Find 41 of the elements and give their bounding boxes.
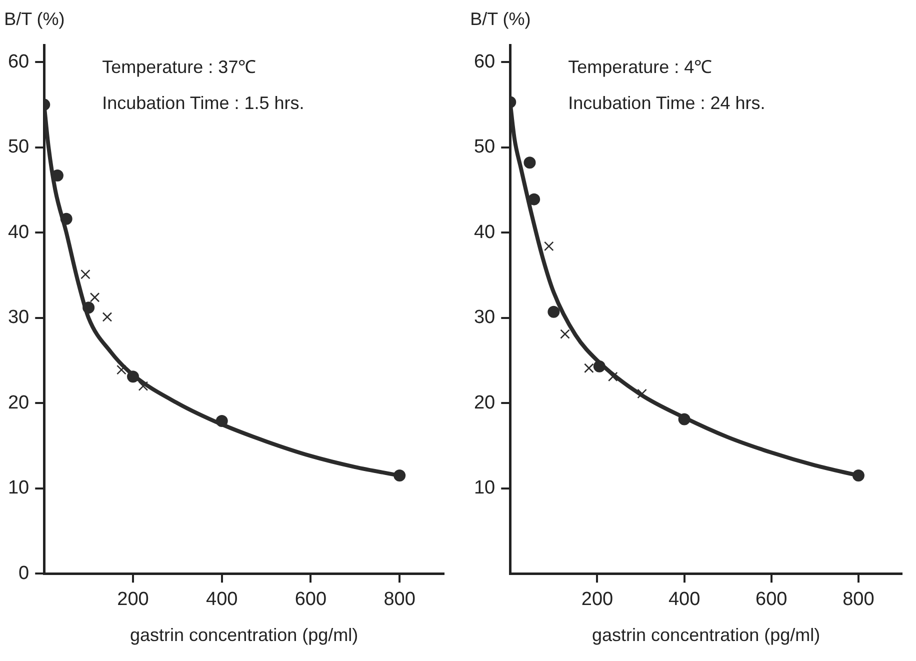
y-tick-label: 60: [8, 51, 30, 72]
point: [138, 381, 148, 391]
y-tick-label: 10: [8, 478, 30, 499]
y-tick-label: 30: [474, 307, 496, 328]
x-tick-label: 800: [842, 589, 874, 610]
y-tick-label: 50: [8, 136, 30, 158]
annotation: Temperature : 4℃: [568, 57, 712, 77]
point: [524, 156, 536, 169]
y-axis-title: B/T (%): [4, 9, 65, 29]
point: [548, 306, 560, 318]
point: [102, 312, 112, 322]
y-tick-label: 10: [474, 478, 496, 499]
point: [80, 269, 90, 280]
point: [637, 388, 647, 399]
x-tick-label: 400: [668, 589, 700, 610]
point: [584, 363, 594, 374]
annotation: Incubation Time : 1.5 hrs.: [102, 93, 304, 113]
x-axis-title: gastrin concentration (pg/ml): [130, 625, 358, 646]
point: [608, 372, 618, 382]
y-axis-title: B/T (%): [470, 9, 531, 29]
x-tick-label: 200: [117, 589, 149, 610]
y-tick-label: 60: [474, 51, 496, 72]
y-tick-label: 30: [8, 307, 30, 328]
y-tick-label: 40: [474, 222, 496, 243]
annotation: Incubation Time : 24 hrs.: [568, 93, 766, 113]
x-tick-label: 600: [294, 589, 327, 610]
point: [560, 329, 570, 339]
x-tick-label: 200: [581, 589, 614, 610]
y-tick-label: 20: [474, 392, 496, 414]
x-tick-label: 400: [206, 589, 238, 610]
point: [90, 292, 100, 302]
point: [544, 241, 554, 252]
y-tick-label: 40: [8, 222, 30, 243]
x-tick-label: 600: [756, 589, 788, 610]
point: [116, 364, 126, 375]
x-tick-label: 800: [384, 589, 416, 610]
y-tick-label: 50: [474, 136, 496, 158]
y-tick-label: 20: [8, 392, 30, 414]
x-axis-title: gastrin concentration (pg/ml): [592, 625, 820, 646]
annotation: Temperature : 37℃: [102, 57, 256, 77]
y-tick-label: 0: [18, 562, 30, 584]
